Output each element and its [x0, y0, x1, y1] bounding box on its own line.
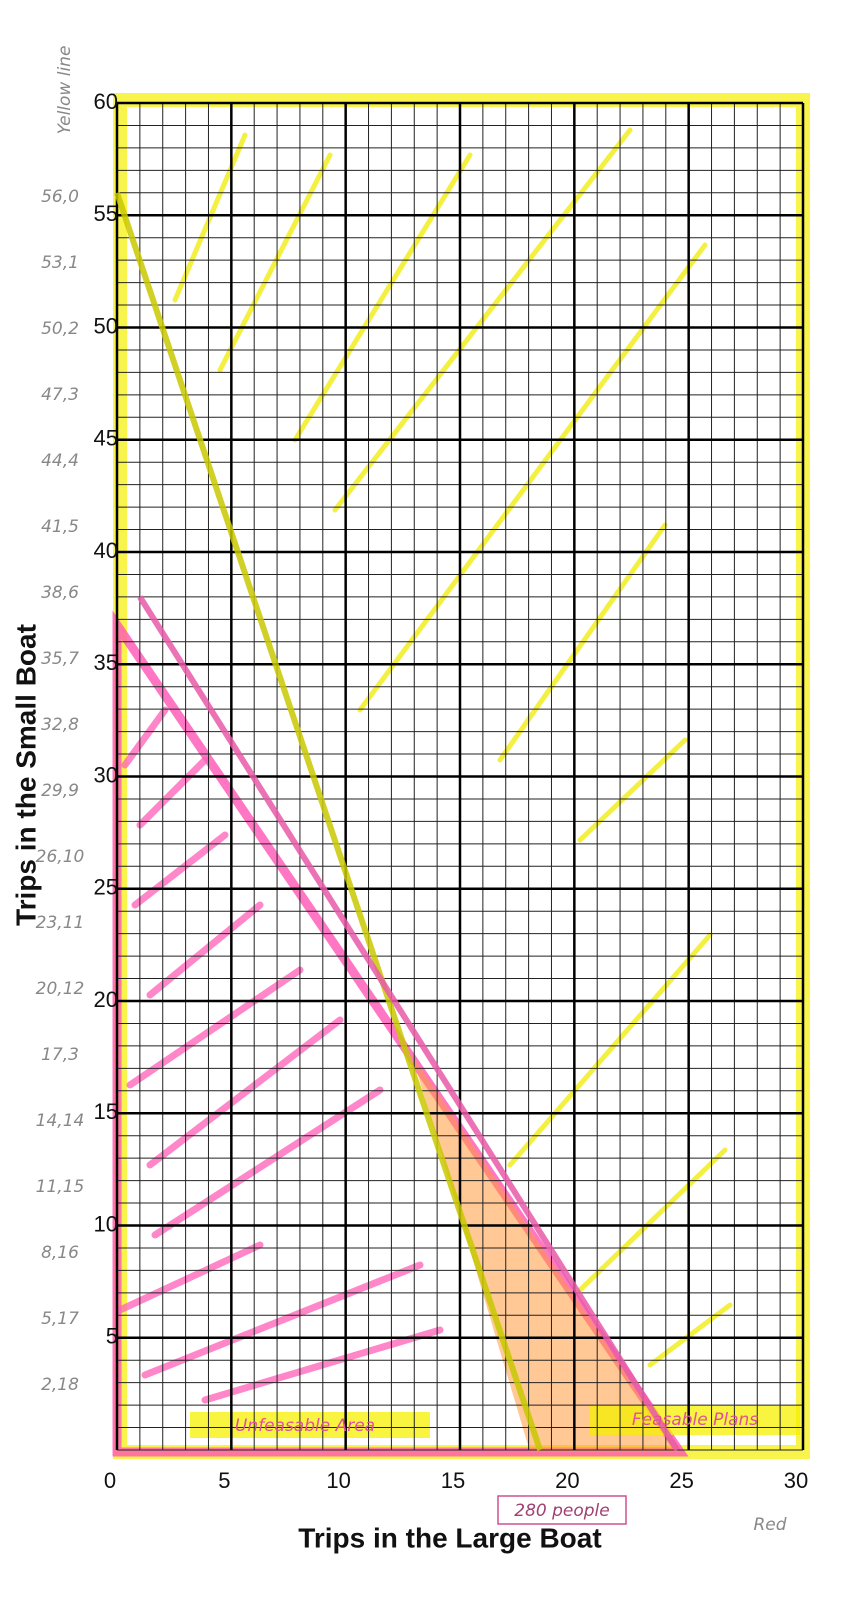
point-label: 11,15: [36, 1177, 85, 1197]
y-axis-title: Trips in the Small Boat: [10, 624, 41, 926]
y-tick-label: 10: [94, 1211, 118, 1236]
legend-red: Red: [753, 1515, 786, 1535]
point-label: 14,14: [36, 1111, 85, 1131]
point-label: 47,3: [41, 385, 79, 405]
point-label: 44,4: [41, 451, 79, 471]
annotation-box: [497, 1495, 627, 1525]
point-label: 50,2: [41, 319, 79, 339]
marks: [114, 191, 680, 1452]
point-label: 20,12: [36, 979, 85, 999]
y-tick-label: 60: [94, 89, 118, 114]
x-tick-label: 25: [669, 1468, 693, 1493]
grid: [115, 101, 805, 1451]
annotation: Unfeasable Area: [235, 1416, 375, 1436]
x-tick-label: 30: [784, 1468, 808, 1493]
point-label: 38,6: [41, 583, 79, 603]
x-tick-label: 20: [555, 1468, 579, 1493]
y-tick-label: 15: [94, 1099, 118, 1124]
y-tick-label: 20: [94, 987, 118, 1012]
point-label: 53,1: [41, 253, 79, 273]
point-label: 32,8: [41, 715, 79, 735]
x-axis-title: Trips in the Large Boat: [298, 1522, 601, 1553]
point-label: 29,9: [41, 781, 79, 801]
point-label: 56,0: [41, 187, 79, 207]
y-tick-label: 55: [94, 201, 118, 226]
x-tick-label: 15: [441, 1468, 465, 1493]
y-tick-label: 25: [94, 875, 118, 900]
point-label: 17,3: [41, 1045, 79, 1065]
point-label: 2,18: [41, 1375, 79, 1395]
y-tick-label: 50: [94, 313, 118, 338]
series-line: [114, 191, 543, 1451]
y-tick-label: 45: [94, 426, 118, 451]
point-label: 26,10: [36, 847, 85, 867]
point-label: 5,17: [41, 1309, 79, 1329]
y-tick-label: 35: [94, 650, 118, 675]
y-tick-label: 40: [94, 538, 118, 563]
x-tick-label: 10: [326, 1468, 350, 1493]
point-label: 8,16: [41, 1243, 79, 1263]
annotation: Feasable Plans: [632, 1410, 758, 1430]
x-tick-label: 0: [104, 1468, 116, 1493]
annotation: 280 people: [514, 1501, 609, 1521]
point-label: 41,5: [41, 517, 79, 537]
point-label: 23,11: [36, 913, 85, 933]
point-labels: 56,0 53,1 50,2 47,3 44,4 41,5 38,6 35,7 32,8 29,9…: [36, 187, 85, 1395]
series-line: [137, 595, 680, 1452]
y-tick-label: 5: [106, 1324, 118, 1349]
x-tick-label: 5: [218, 1468, 230, 1493]
y-tick-label: 30: [94, 762, 118, 787]
point-label: 35,7: [41, 649, 79, 669]
legend-yellow: Yellow line: [55, 46, 75, 135]
